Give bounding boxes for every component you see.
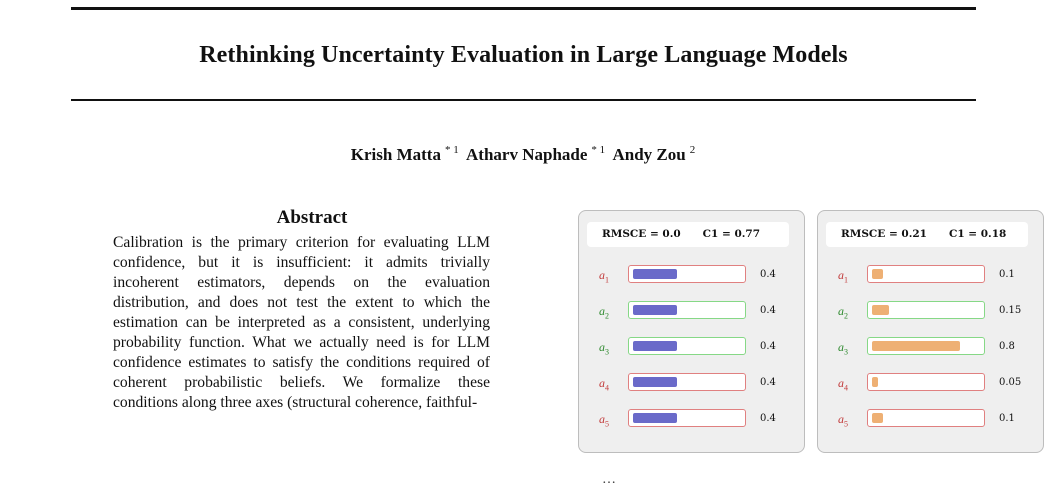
answer-letter: a [599,340,605,354]
answer-index: 1 [844,275,848,285]
author-name: Krish Matta [350,145,441,164]
answer-label: a5 [838,410,860,433]
answer-row: a3 0.4 [579,337,806,359]
answer-letter: a [599,304,605,318]
author-list: Krish Matta * 1 Atharv Naphade * 1 Andy Zo… [0,144,1050,165]
answer-letter: a [838,412,844,426]
answer-label: a2 [838,302,860,325]
answer-index: 4 [844,383,848,393]
confidence-value: 0.05 [999,377,1022,388]
confidence-bar-track [628,373,746,391]
confidence-bar-fill [633,413,677,423]
answer-index: 5 [605,419,609,429]
confidence-bar-track [867,373,985,391]
answer-label: a1 [838,266,860,289]
answer-label: a3 [599,338,621,361]
confidence-bar-fill [872,341,960,351]
arxiv-margin-stamp: 9 [0,444,6,474]
answer-label: a4 [838,374,860,397]
confidence-value: 0.4 [760,269,776,280]
confidence-value: 0.1 [999,413,1015,424]
answer-row: a2 0.4 [579,301,806,323]
answer-index: 3 [844,347,848,357]
abstract-heading: Abstract [276,207,348,228]
confidence-bar-fill [872,377,878,387]
answer-index: 1 [605,275,609,285]
author-name: Andy Zou [612,145,686,164]
answer-row: a5 0.1 [818,409,1045,431]
answer-row: a1 0.1 [818,265,1045,287]
metrics-box: RMSCE = 0.0 C1 = 0.77 [587,222,789,247]
rmsce-metric: RMSCE = 0.21 [841,228,927,240]
c1-metric: C1 = 0.77 [702,228,761,240]
confidence-bar-track [628,265,746,283]
answer-row: a4 0.4 [579,373,806,395]
author-affiliation: 2 [689,144,696,156]
confidence-value: 0.4 [760,305,776,316]
answer-index: 2 [844,311,848,321]
title-rule-top [71,7,976,10]
answer-label: a5 [599,410,621,433]
answer-letter: a [838,340,844,354]
confidence-bar-track [628,409,746,427]
confidence-value: 0.15 [999,305,1022,316]
confidence-bar-fill [633,269,677,279]
figure-panel-skewed: RMSCE = 0.21 C1 = 0.18 a1 0.1 a2 0.15 a3 0.8 a4… [817,210,1044,453]
rmsce-metric: RMSCE = 0.0 [602,228,681,240]
confidence-value: 0.4 [760,377,776,388]
answer-row: a2 0.15 [818,301,1045,323]
answer-row: a5 0.4 [579,409,806,431]
confidence-bar-track [867,265,985,283]
answer-letter: a [838,304,844,318]
answer-index: 3 [605,347,609,357]
answer-index: 4 [605,383,609,393]
answer-row: a4 0.05 [818,373,1045,395]
author-name: Atharv Naphade [466,145,588,164]
figure-caption-fragment: … [602,472,616,487]
title-rule-bottom [71,99,976,101]
answer-index: 5 [844,419,848,429]
confidence-bar-fill [633,377,677,387]
confidence-bar-fill [872,413,883,423]
confidence-value: 0.1 [999,269,1015,280]
abstract-text: Calibration is the primary criterion for… [113,234,490,411]
answer-letter: a [838,376,844,390]
answer-index: 2 [605,311,609,321]
confidence-bar-track [867,301,985,319]
author-affiliation: * 1 [591,144,606,156]
answer-row: a3 0.8 [818,337,1045,359]
confidence-bar-fill [633,341,677,351]
confidence-bar-fill [633,305,677,315]
paper-title: Rethinking Uncertainty Evaluation in Lar… [199,42,848,68]
metrics-box: RMSCE = 0.21 C1 = 0.18 [826,222,1028,247]
answer-letter: a [599,376,605,390]
answer-letter: a [599,412,605,426]
answer-letter: a [838,268,844,282]
confidence-bar-track [867,409,985,427]
confidence-value: 0.4 [760,341,776,352]
answer-label: a4 [599,374,621,397]
c1-metric: C1 = 0.18 [948,228,1007,240]
answer-label: a1 [599,266,621,289]
answer-row: a1 0.4 [579,265,806,287]
confidence-bar-track [867,337,985,355]
confidence-bar-track [628,301,746,319]
confidence-value: 0.8 [999,341,1015,352]
figure-panel-uniform: RMSCE = 0.0 C1 = 0.77 a1 0.4 a2 0.4 a3 0.4 a4 0.… [578,210,805,453]
confidence-bar-track [628,337,746,355]
answer-label: a3 [838,338,860,361]
confidence-bar-fill [872,269,883,279]
answer-label: a2 [599,302,621,325]
confidence-value: 0.4 [760,413,776,424]
author-affiliation: * 1 [444,144,459,156]
confidence-bar-fill [872,305,889,315]
answer-letter: a [599,268,605,282]
